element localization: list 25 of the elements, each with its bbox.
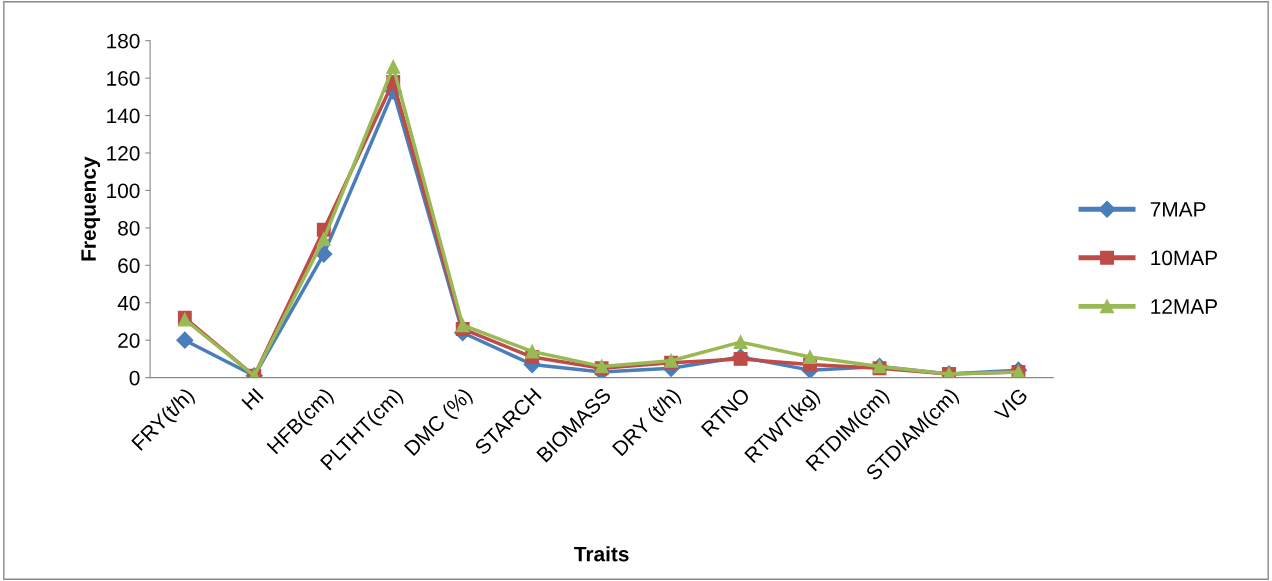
point: [455, 318, 470, 333]
y-tick-label: 80: [118, 220, 140, 236]
y-tick-label: 100: [107, 183, 140, 199]
y-tick-label: 160: [107, 71, 140, 86]
y-tick-label: 40: [117, 295, 140, 311]
point: [315, 245, 333, 263]
y-tick-label: 60: [118, 258, 140, 274]
point: [176, 331, 194, 349]
x-tick-label: VIG: [993, 387, 1029, 423]
x-tick-label: HI: [241, 387, 264, 411]
point: [525, 344, 540, 359]
point: [316, 232, 331, 247]
legend-label: 10MAP: [1151, 250, 1217, 266]
point: [733, 335, 748, 350]
point: [386, 59, 401, 74]
x-axis-title: Traits: [574, 546, 629, 562]
point: [803, 350, 818, 365]
y-tick-label: 120: [107, 146, 140, 161]
y-tick-label: 20: [118, 333, 140, 348]
legend-label: 7MAP: [1150, 202, 1206, 217]
y-tick-label: 0: [129, 370, 140, 386]
y-axis-title: Frequency: [81, 156, 101, 261]
y-tick-label: 180: [107, 33, 140, 49]
legend-label: 12MAP: [1151, 299, 1217, 314]
y-tick-label: 140: [107, 108, 140, 124]
